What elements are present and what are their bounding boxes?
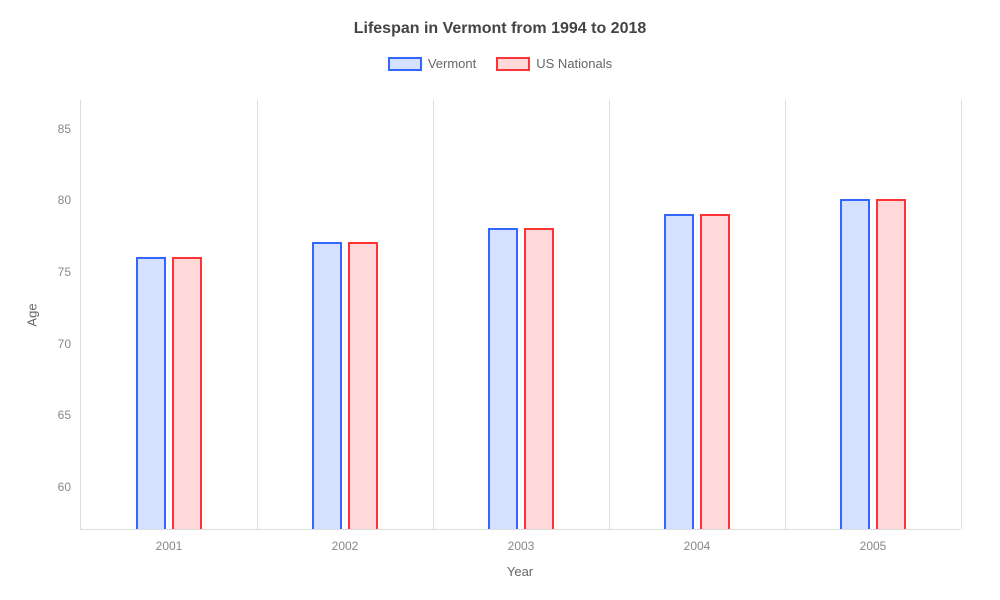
x-tick-label: 2002 [332, 529, 359, 553]
y-tick-label: 70 [58, 337, 81, 351]
gridline-vertical [961, 100, 962, 529]
bar [700, 214, 730, 529]
bar [136, 257, 166, 529]
bar [488, 228, 518, 529]
plot-area: 60657075808520012002200320042005 [80, 100, 960, 530]
y-tick-label: 85 [58, 122, 81, 136]
x-tick-label: 2004 [684, 529, 711, 553]
x-tick-label: 2001 [156, 529, 183, 553]
bar [840, 199, 870, 529]
bar [172, 257, 202, 529]
y-axis-label: Age [25, 303, 40, 326]
y-tick-label: 75 [58, 265, 81, 279]
x-tick-label: 2003 [508, 529, 535, 553]
y-tick-label: 60 [58, 480, 81, 494]
gridline-vertical [257, 100, 258, 529]
bar [664, 214, 694, 529]
bar [524, 228, 554, 529]
x-tick-label: 2005 [860, 529, 887, 553]
x-axis-label: Year [507, 564, 533, 579]
gridline-vertical [609, 100, 610, 529]
gridline-vertical [433, 100, 434, 529]
plot-holder: 60657075808520012002200320042005 Age Yea… [0, 0, 1000, 600]
chart-container: Lifespan in Vermont from 1994 to 2018 Ve… [0, 0, 1000, 600]
bar [876, 199, 906, 529]
bar [312, 242, 342, 529]
y-tick-label: 65 [58, 408, 81, 422]
bar [348, 242, 378, 529]
y-tick-label: 80 [58, 193, 81, 207]
gridline-vertical [785, 100, 786, 529]
